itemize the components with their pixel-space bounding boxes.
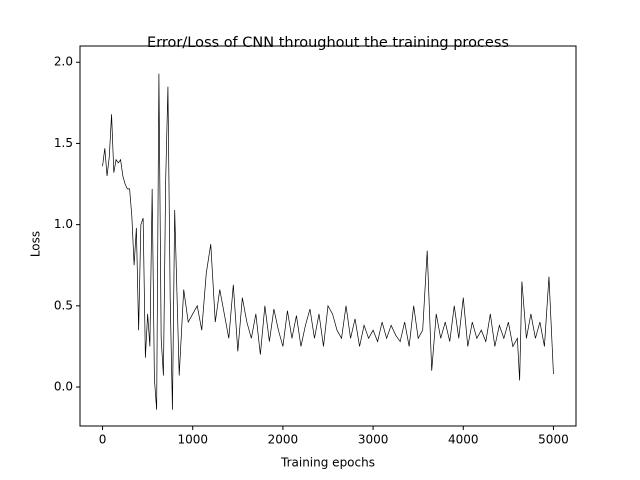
loss-line <box>102 73 554 410</box>
x-tick-label: 1000 <box>177 433 208 447</box>
y-axis-label: Loss <box>29 231 43 257</box>
x-tick-label: 4000 <box>448 433 479 447</box>
y-tick-label: 1.0 <box>54 217 73 231</box>
y-tick-label: 0.0 <box>54 380 73 394</box>
x-tick-label: 5000 <box>538 433 569 447</box>
y-tick-label: 1.5 <box>54 136 73 150</box>
plot-frame <box>79 45 577 427</box>
y-tick-label: 0.5 <box>54 298 73 312</box>
x-tick-label: 3000 <box>358 433 389 447</box>
chart-title: Error/Loss of CNN throughout the trainin… <box>147 35 509 51</box>
x-tick-label: 0 <box>99 433 107 447</box>
x-axis-label: Training epochs <box>280 456 375 470</box>
x-tick-label: 2000 <box>268 433 299 447</box>
y-tick-label: 2.0 <box>54 55 73 69</box>
